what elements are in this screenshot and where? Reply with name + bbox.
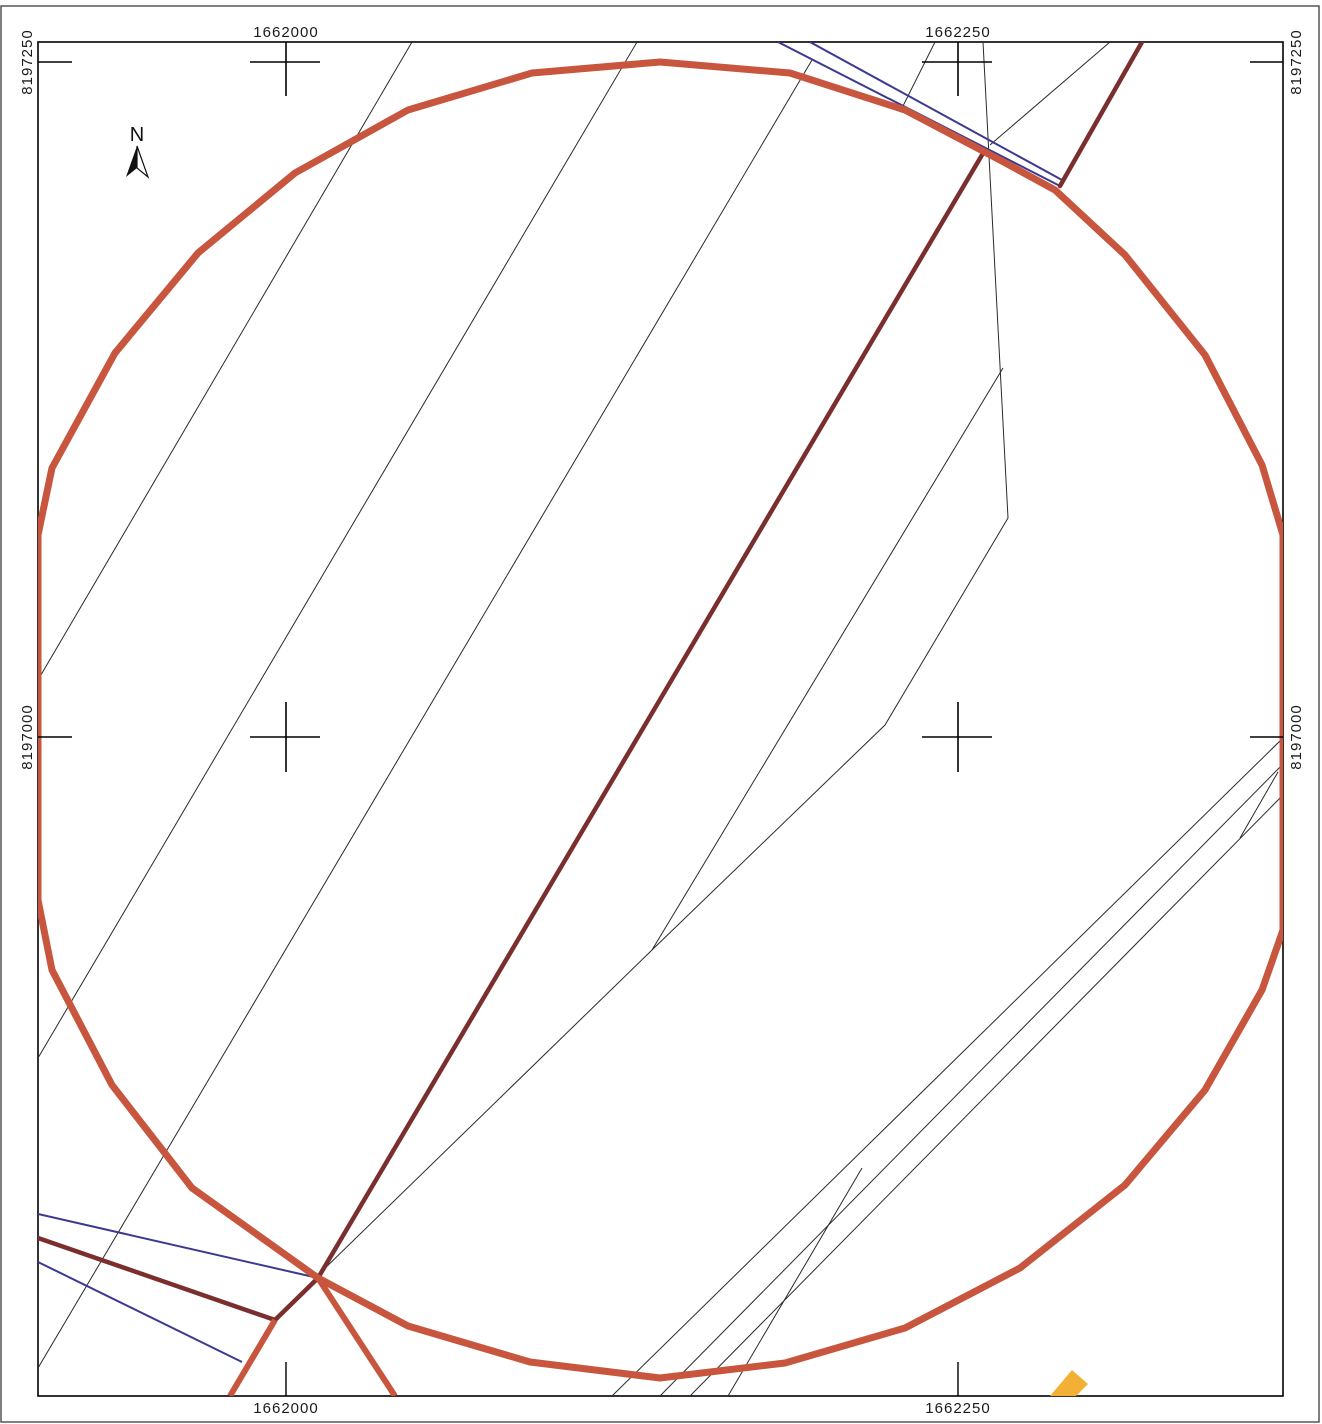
grid-crosshairs <box>38 42 1283 1396</box>
boundary-line <box>38 1213 319 1279</box>
road-southwest-2 <box>315 1276 398 1396</box>
parcel-line <box>38 42 638 1059</box>
parcel-line <box>611 737 1283 1396</box>
parcel-line <box>727 1167 863 1396</box>
boundary-line <box>809 42 1063 181</box>
road-west <box>38 1235 278 1323</box>
parcel-line <box>689 794 1283 1396</box>
parcel-line <box>989 42 1111 146</box>
parcel-line <box>659 763 1283 1396</box>
parcel-line <box>38 42 413 681</box>
map-content <box>38 42 1283 1396</box>
easting-label-top-right: 1662250 <box>925 24 990 41</box>
north-arrow-icon: N <box>126 124 150 179</box>
map-neatline <box>37 41 1284 1397</box>
easting-label-bottom-right: 1662250 <box>925 1400 990 1417</box>
buffer-circle <box>38 58 1283 1382</box>
parcel-line <box>38 59 813 1369</box>
parcel-line <box>317 42 1009 1276</box>
northing-label-left-mid: 8197000 <box>19 704 36 769</box>
parcel-line <box>1239 771 1279 839</box>
northing-label-left-top: 8197250 <box>19 29 36 94</box>
north-arrow-label: N <box>130 124 144 146</box>
road-northeast <box>1057 42 1145 189</box>
parcel-line <box>899 42 936 113</box>
easting-label-top-left: 1662000 <box>253 24 318 41</box>
outer-border <box>0 5 1320 1423</box>
parcel-lines <box>38 42 1283 1396</box>
parcel-line <box>651 367 1004 951</box>
road-southwest <box>227 1318 278 1396</box>
yellow-feature <box>1050 1370 1088 1396</box>
northing-label-right-mid: 8197000 <box>1288 704 1305 769</box>
boundary-line <box>38 1261 243 1363</box>
easting-label-bottom-left: 1662000 <box>253 1400 318 1417</box>
northing-label-right-top: 8197250 <box>1288 29 1305 94</box>
